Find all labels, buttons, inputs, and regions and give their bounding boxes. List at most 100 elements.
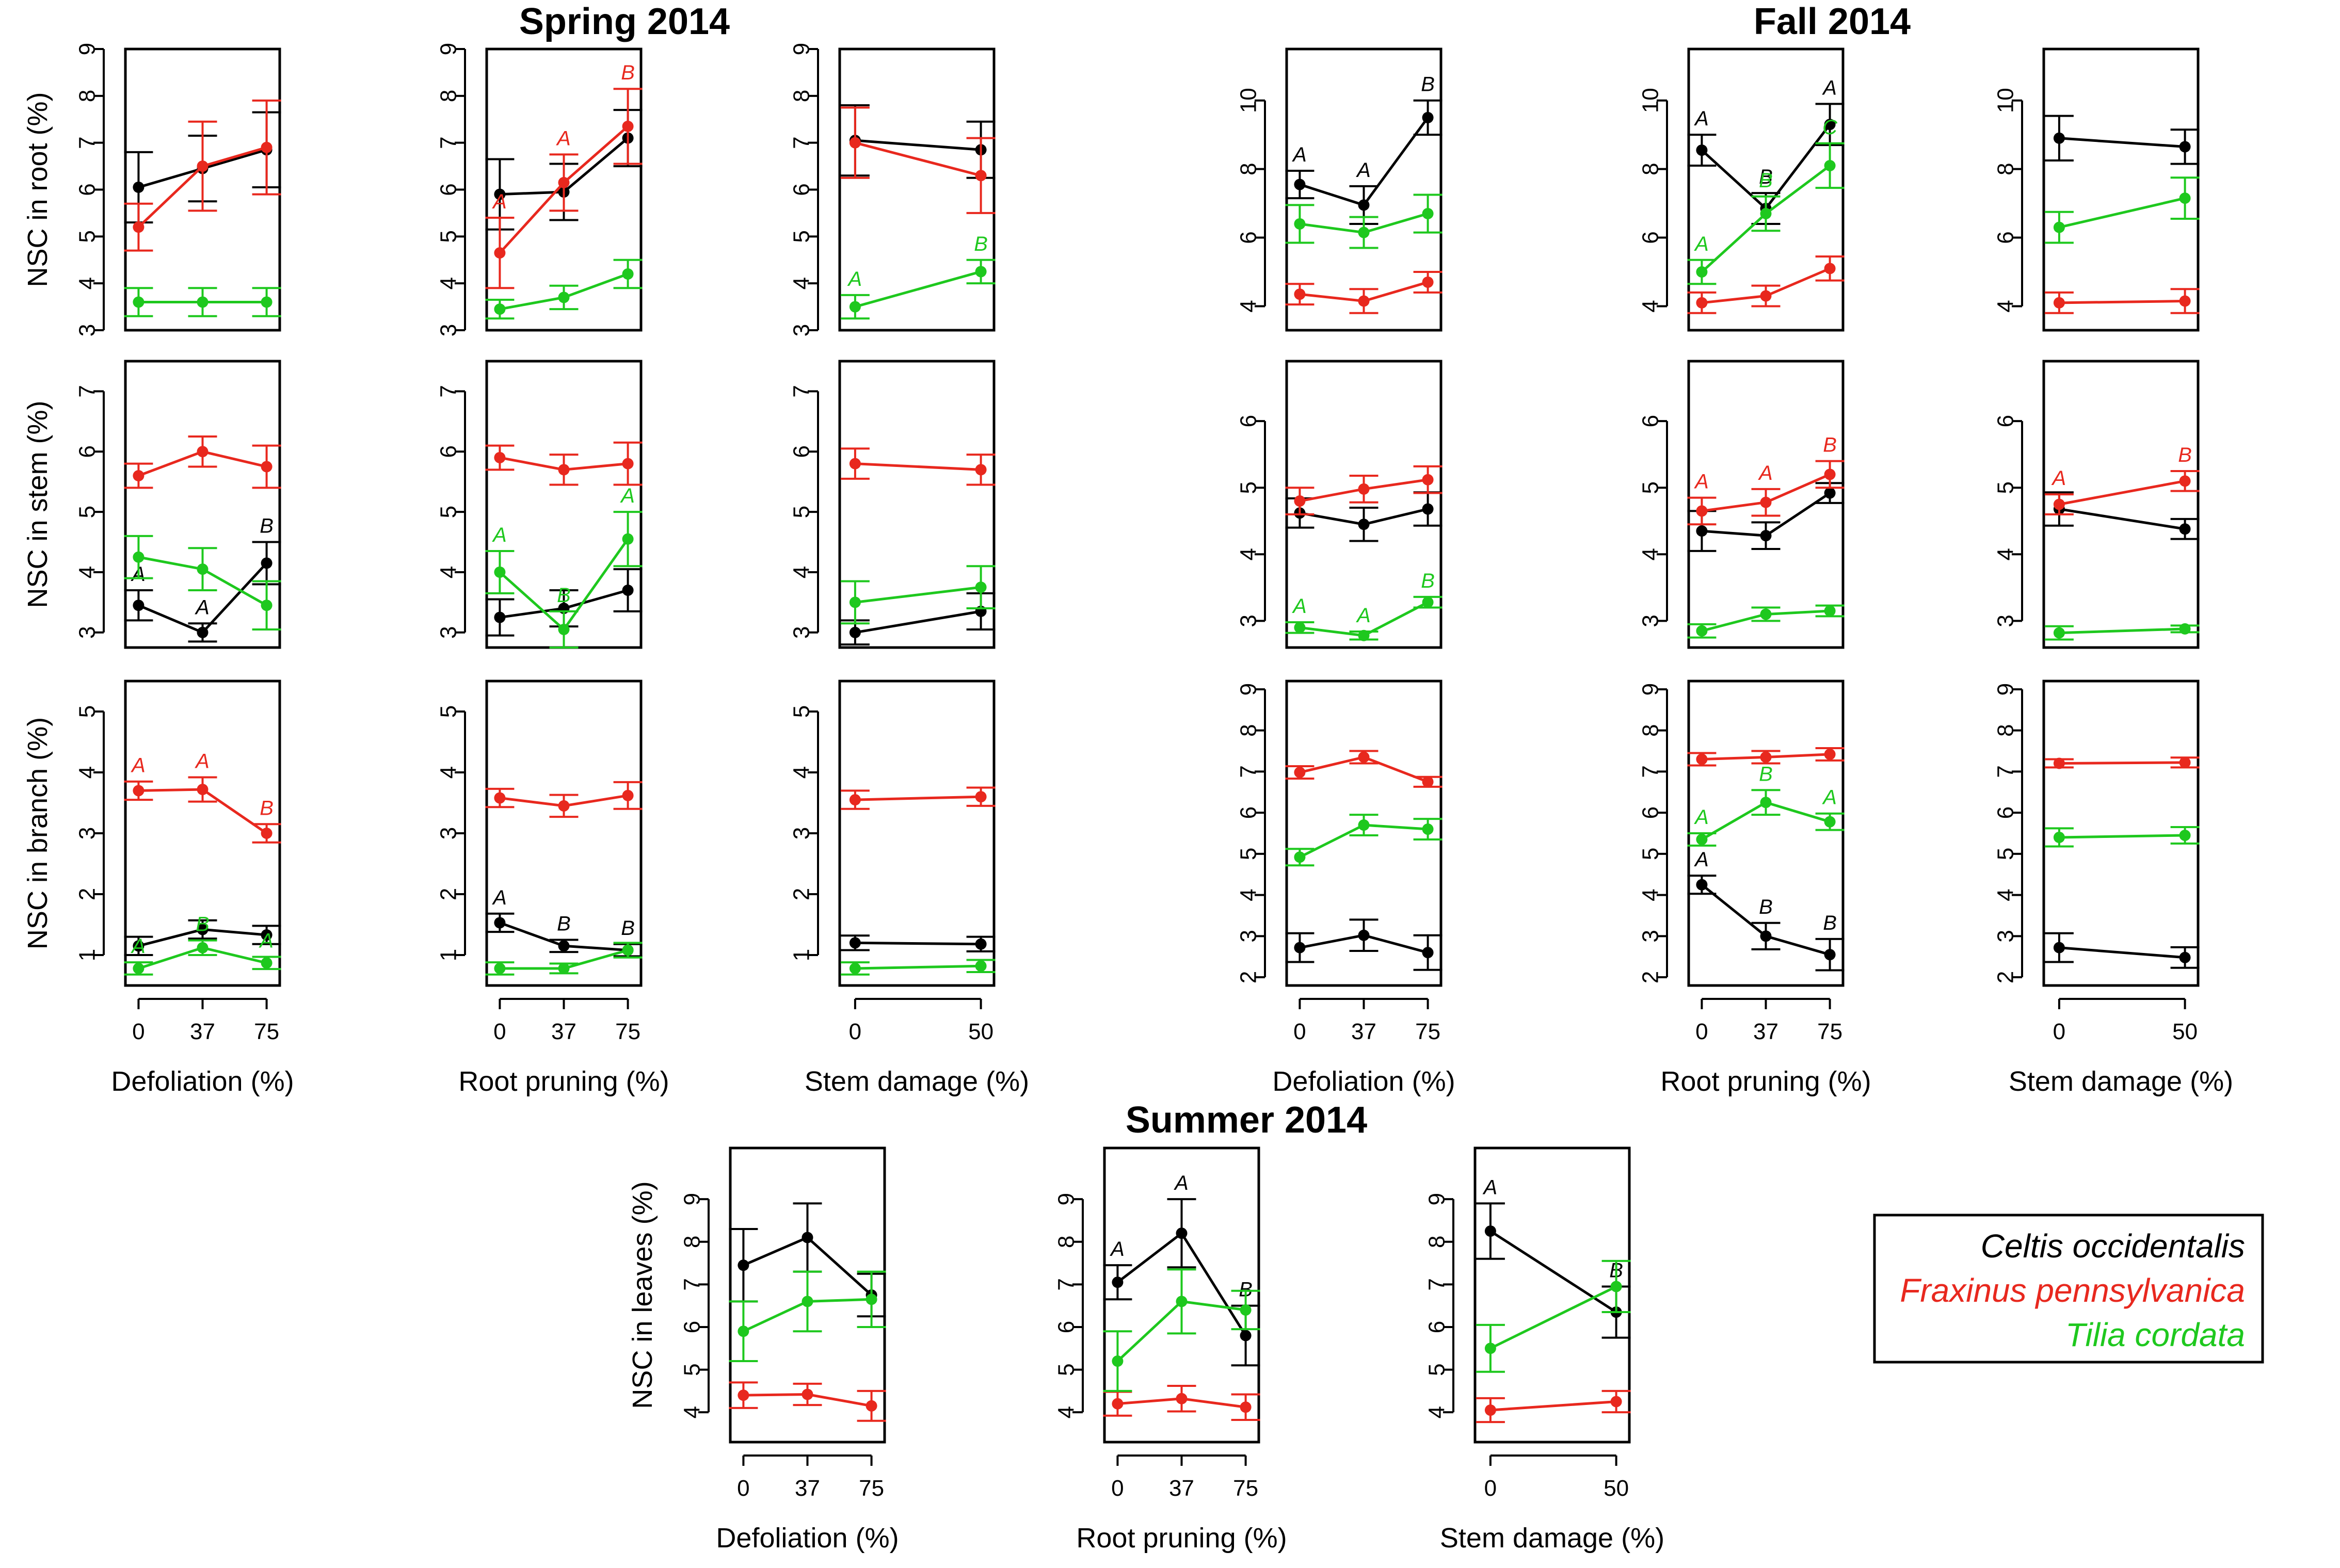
data-point (133, 551, 145, 563)
panel-fall-2014-stem-1: 3 4 5 6 A A B (1236, 360, 1443, 649)
y-tick-label: 3 (75, 827, 100, 839)
legend-box (1873, 1214, 2264, 1364)
significance-letter: A (1110, 1238, 1125, 1260)
series-tilia-cordata: A B A (1687, 763, 1845, 847)
significance-letter: B (1759, 763, 1773, 785)
y-tick-label: 5 (789, 230, 814, 243)
y-tick-label: 1 (789, 949, 814, 961)
panel-spring-2014-branch-1: 1 2 3 4 5 NSC in branch (%) 0 37 75 Defoliation (… (22, 680, 294, 1097)
x-tick-label: 50 (968, 1019, 993, 1044)
significance-letter: A (492, 886, 507, 909)
data-point (622, 120, 634, 132)
x-axis-label: Stem damage (%) (2009, 1066, 2233, 1097)
y-tick-label: 8 (789, 90, 814, 102)
y-tick-label: 5 (75, 506, 100, 518)
data-point (849, 794, 861, 806)
series-tilia-cordata: A B A (485, 484, 643, 649)
data-point (197, 626, 209, 638)
x-axis-label: Stem damage (%) (1440, 1523, 1664, 1554)
series-tilia-cordata (840, 565, 996, 625)
y-tick-label: 1 (436, 949, 461, 961)
data-point (2179, 756, 2191, 768)
series-line (855, 610, 981, 634)
y-tick-label: 4 (789, 277, 814, 289)
y-tick-label: 3 (1236, 930, 1261, 942)
y-tick-label: 7 (1424, 1278, 1450, 1290)
y-tick-label: 8 (680, 1235, 705, 1248)
data-point (197, 446, 209, 458)
y-tick-label: 4 (436, 277, 461, 289)
y-tick-label: 6 (1638, 806, 1663, 819)
data-point (558, 800, 570, 812)
data-point (1358, 929, 1370, 941)
y-tick-label: 5 (436, 230, 461, 243)
y-tick-label: 4 (1638, 548, 1663, 560)
data-point (494, 451, 506, 463)
y-tick-label: 4 (789, 566, 814, 578)
series-fraxinus-pennsylvanica (2044, 288, 2200, 314)
data-point (1824, 605, 1836, 617)
data-point (622, 533, 634, 545)
series-celtis-occidentalis: AAB (124, 515, 281, 643)
title-summer-2014: Summer 2014 (1126, 1100, 1367, 1141)
y-tick-label: 7 (1236, 765, 1261, 778)
y-tick-label: 5 (1236, 481, 1261, 494)
data-point (802, 1296, 813, 1307)
panel-fall-2014-branch-3: 2 3 4 5 6 7 8 9 0 50 Stem damage (%) (1993, 680, 2233, 1097)
series-tilia-cordata (2044, 826, 2200, 848)
y-tick-label: 6 (1638, 231, 1663, 244)
significance-letter: A (1694, 471, 1709, 493)
data-point (1484, 1343, 1496, 1354)
data-point (975, 266, 987, 278)
series-line (2059, 479, 2186, 506)
series-fraxinus-pennsylvanica (840, 786, 996, 810)
data-point (1422, 823, 1434, 835)
data-point (494, 303, 506, 315)
x-tick-label: 0 (1484, 1476, 1497, 1501)
y-tick-label: 4 (1638, 888, 1663, 901)
series-tilia-cordata (1687, 604, 1845, 639)
significance-letter: A (195, 596, 210, 619)
x-tick-label: 75 (254, 1019, 279, 1044)
x-tick-label: 0 (1293, 1019, 1306, 1044)
x-tick-label: 50 (1604, 1476, 1629, 1501)
significance-letter: A (1292, 595, 1307, 618)
data-point (261, 557, 273, 569)
data-point (494, 247, 506, 259)
y-tick-label: 8 (436, 90, 461, 102)
data-point (261, 957, 273, 969)
data-point (1294, 767, 1306, 778)
significance-letter: A (1694, 806, 1709, 829)
data-point (1422, 947, 1434, 959)
y-tick-label: 9 (1054, 1193, 1079, 1205)
significance-letter: A (556, 127, 571, 150)
series-fraxinus-pennsylvanica (1285, 750, 1443, 788)
significance-letter: A (131, 935, 146, 958)
data-point (133, 470, 145, 481)
x-tick-label: 0 (737, 1476, 749, 1501)
y-tick-label: 7 (75, 136, 100, 149)
y-tick-label: 3 (436, 827, 461, 839)
y-tick-label: 6 (1236, 231, 1261, 244)
y-tick-label: 6 (1993, 806, 2018, 819)
significance-letter: A (1292, 143, 1307, 166)
data-point (1176, 1227, 1188, 1239)
data-point (802, 1232, 813, 1243)
panel-fall-2014-root-3: 4 6 8 10 (1993, 47, 2200, 332)
y-tick-label: 4 (75, 566, 100, 578)
significance-letter: A (492, 524, 507, 546)
series-line (855, 270, 982, 308)
y-axis-label: NSC in branch (%) (22, 717, 53, 949)
data-point (1240, 1304, 1252, 1316)
series-line (2059, 761, 2185, 765)
y-tick-label: 10 (1236, 88, 1261, 113)
series-tilia-cordata (2044, 623, 2200, 641)
data-point (1696, 879, 1708, 891)
y-tick-label: 7 (436, 136, 461, 149)
data-point (975, 464, 987, 476)
data-point (197, 784, 209, 796)
data-point (1358, 227, 1370, 238)
x-axis-label: Root pruning (%) (1660, 1066, 1871, 1097)
